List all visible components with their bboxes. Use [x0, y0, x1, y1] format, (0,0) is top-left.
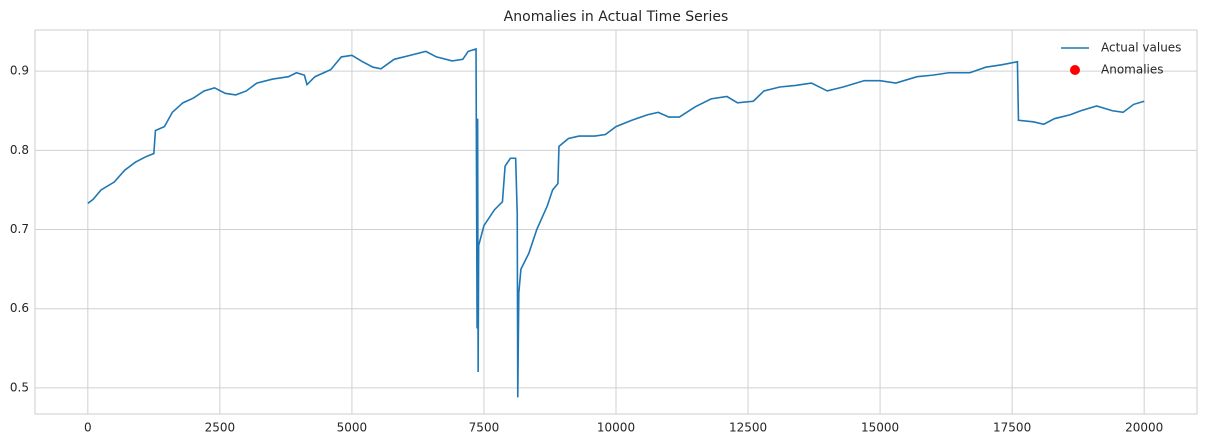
y-tick-label: 0.6	[10, 301, 29, 315]
legend-label: Anomalies	[1101, 63, 1164, 77]
x-tick-label: 20000	[1125, 421, 1163, 435]
x-tick-label: 10000	[597, 421, 635, 435]
legend-marker	[1070, 65, 1080, 75]
x-tick-label: 12500	[729, 421, 767, 435]
line-series	[87, 47, 1145, 398]
y-tick-label: 0.9	[10, 64, 29, 78]
x-tick-label: 17500	[993, 421, 1031, 435]
legend-label: Actual values	[1101, 41, 1181, 55]
x-tick-label: 7500	[469, 421, 500, 435]
y-tick-label: 0.7	[10, 222, 29, 236]
x-tick-label: 5000	[337, 421, 368, 435]
y-tick-label: 0.5	[10, 380, 29, 394]
x-tick-label: 2500	[205, 421, 236, 435]
x-tick-label: 15000	[861, 421, 899, 435]
x-tick-label: 0	[84, 421, 92, 435]
y-tick-label: 0.8	[10, 143, 29, 157]
chart-title: Anomalies in Actual Time Series	[504, 9, 729, 25]
